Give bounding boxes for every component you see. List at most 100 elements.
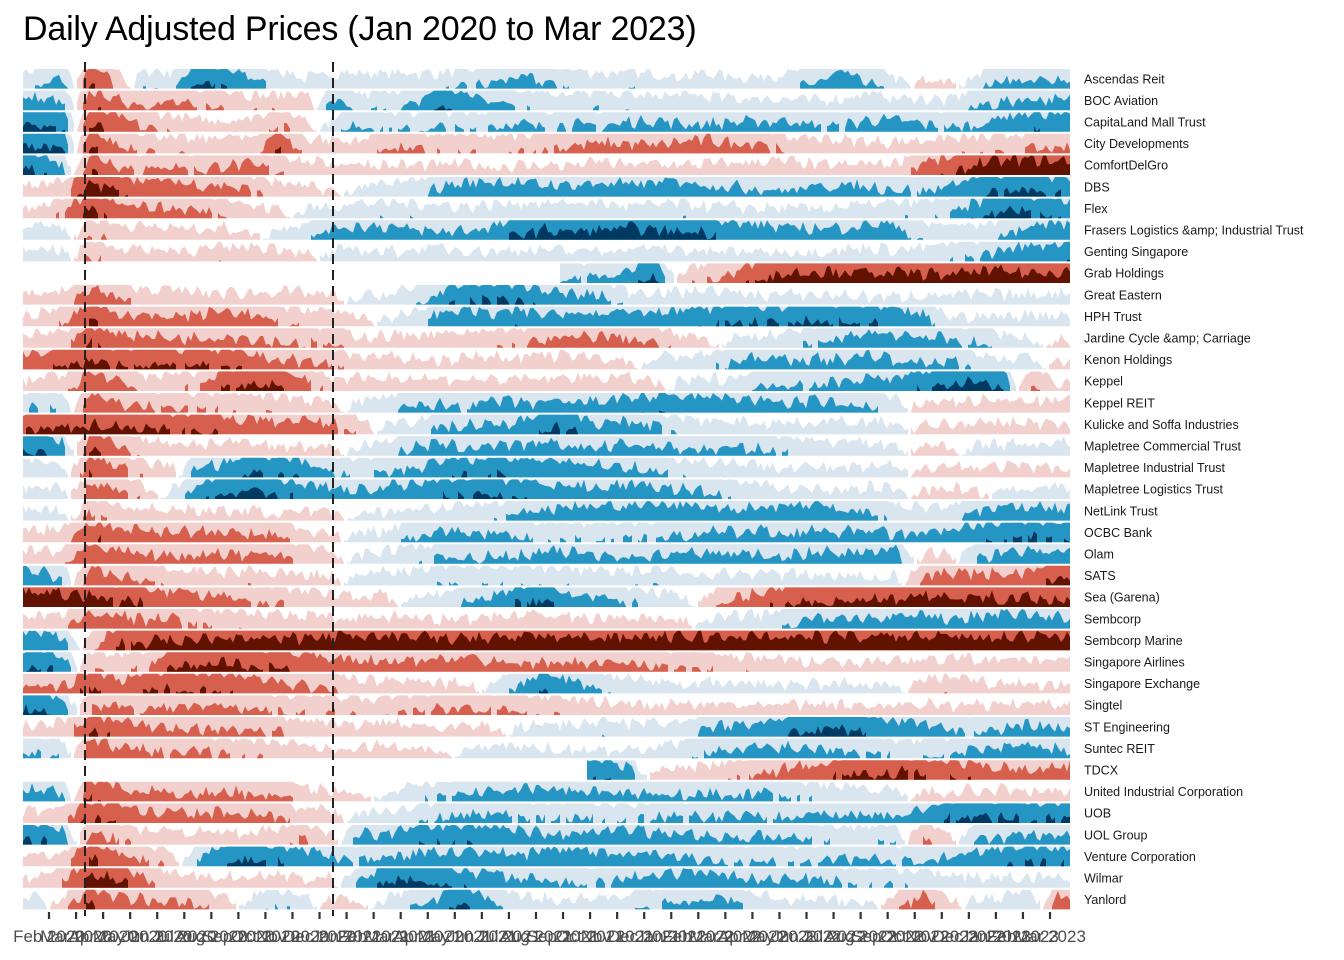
x-tick-label: Feb 2022: [662, 927, 734, 946]
positive-band-3: [74, 870, 128, 888]
negative-band-2: [41, 220, 1070, 240]
negative-band-3: [26, 664, 53, 672]
x-tick-label: Jun 2021: [447, 927, 517, 946]
horizon-row: [23, 825, 1070, 845]
positive-band-3: [77, 179, 137, 197]
positive-band-2: [38, 328, 671, 348]
positive-band-1: [74, 393, 1070, 413]
horizon-row: [23, 587, 1070, 607]
horizon-row: [23, 220, 1070, 240]
positive-band-1: [71, 457, 1070, 478]
x-tick-label: Apr 2020: [69, 927, 138, 946]
positive-band-2: [83, 508, 107, 521]
x-tick-label: Feb 2023: [987, 927, 1059, 946]
x-tick-label: Aug 2022: [824, 927, 897, 946]
horizon-row: [23, 630, 1070, 651]
negative-band-2: [185, 479, 767, 499]
x-tick-label: Mar 2022: [689, 927, 761, 946]
positive-band-2: [65, 522, 290, 543]
negative-band-1: [23, 69, 1070, 89]
row-label: Sembcorp Marine: [1084, 634, 1183, 648]
negative-band-2: [395, 522, 1070, 543]
x-tick-label: Oct 2021: [556, 927, 625, 946]
positive-band-1: [74, 565, 1070, 586]
negative-band-3: [968, 531, 1070, 543]
positive-band-2: [83, 393, 272, 413]
negative-band-3: [434, 105, 461, 111]
positive-band-2: [83, 565, 1070, 586]
positive-band-3: [26, 418, 218, 435]
positive-band-2: [65, 544, 305, 564]
x-tick-label: Jul 2020: [152, 927, 216, 946]
horizon-row: [23, 112, 1070, 132]
row-label: Genting Singapore: [1084, 245, 1188, 259]
x-tick-label: Dec 2021: [608, 927, 681, 946]
negative-band-2: [419, 803, 1070, 823]
positive-band-2: [59, 306, 320, 327]
horizon-row: [23, 349, 1070, 370]
negative-band-2: [752, 609, 1070, 629]
negative-band-2: [560, 263, 665, 283]
negative-band-3: [191, 80, 239, 89]
horizon-row: [23, 457, 1070, 478]
horizon-row: [23, 846, 1070, 867]
positive-band-2: [74, 285, 284, 305]
negative-band-3: [449, 295, 536, 305]
negative-band-2: [191, 457, 734, 478]
horizon-row: [23, 803, 1070, 823]
row-label: Grab Holdings: [1084, 267, 1164, 281]
row-label: Keppel REIT: [1084, 396, 1155, 410]
horizon-row: [560, 263, 1070, 283]
x-tick-label: Mar 2023: [1014, 927, 1086, 946]
horizon-rows: [23, 69, 1070, 910]
negative-band-2: [461, 587, 638, 607]
positive-band-2: [59, 717, 398, 737]
negative-band-1: [23, 889, 1040, 910]
positive-band-1: [77, 436, 959, 456]
row-label: Kenon Holdings: [1084, 353, 1172, 367]
row-label: Singapore Exchange: [1084, 677, 1200, 691]
row-label: DBS: [1084, 180, 1110, 194]
horizon-row: [23, 328, 1070, 348]
x-tick-label: Nov 2022: [905, 927, 978, 946]
row-label: Ascendas Reit: [1084, 72, 1165, 86]
positive-band-2: [68, 889, 1070, 910]
negative-band-2: [503, 673, 641, 694]
positive-band-1: [74, 220, 260, 240]
horizon-row: [23, 69, 1070, 89]
positive-band-3: [86, 899, 104, 910]
positive-band-2: [92, 701, 605, 715]
negative-band-3: [515, 597, 554, 607]
positive-band-1: [74, 155, 1070, 175]
row-label: Mapletree Logistics Trust: [1084, 483, 1223, 497]
negative-band-2: [587, 760, 635, 780]
positive-band-2: [23, 349, 563, 370]
positive-band-3: [86, 534, 101, 543]
horizon-row: [23, 565, 1070, 586]
x-tick-label: Apr 2021: [393, 927, 462, 946]
row-label: CapitaLand Mall Trust: [1084, 116, 1206, 130]
positive-band-2: [83, 781, 293, 802]
negative-band-2: [23, 652, 71, 672]
x-tick-label: Oct 2022: [880, 927, 949, 946]
row-labels: Ascendas Reit BOC Aviation CapitaLand Mall…: [1084, 72, 1304, 907]
negative-band-2: [23, 112, 1070, 132]
x-tick-label: Feb 2021: [338, 927, 410, 946]
horizon-row: [23, 781, 1070, 802]
negative-band-2: [23, 393, 896, 413]
negative-band-2: [356, 868, 938, 888]
negative-band-3: [788, 724, 893, 737]
positive-band-3: [89, 379, 284, 391]
positive-band-2: [86, 482, 140, 499]
positive-band-3: [74, 205, 113, 219]
x-tick-label: Nov 2021: [581, 927, 654, 946]
negative-band-1: [23, 90, 1070, 111]
positive-band-3: [89, 469, 104, 478]
positive-band-1: [23, 285, 344, 305]
x-tick-label: Jul 2022: [801, 927, 865, 946]
x-tick-label: May 2020: [93, 927, 168, 946]
positive-band-2: [86, 233, 140, 240]
negative-band-2: [416, 285, 623, 305]
positive-band-3: [89, 83, 95, 89]
